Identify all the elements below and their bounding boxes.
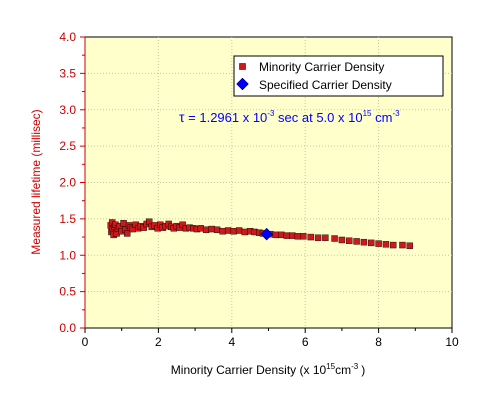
minority-density-point [124, 230, 131, 237]
x-tick-label: 8 [375, 335, 382, 349]
x-axis-title-suffix: ) [361, 363, 365, 377]
minority-density-point [360, 238, 368, 246]
annotation-text-2: sec at 5.0 x 10 [274, 110, 362, 125]
annotation-exp-2: 15 [363, 109, 372, 118]
minority-density-point [208, 225, 215, 233]
minority-density-point [346, 237, 353, 244]
y-tick-label: 1.5 [59, 212, 76, 226]
minority-density-point [322, 234, 329, 241]
y-tick-label: 4.0 [59, 30, 76, 44]
legend-square-marker [239, 63, 246, 70]
annotation-text-3: cm [372, 110, 393, 125]
minority-density-point [300, 233, 307, 240]
x-tick-label: 4 [228, 335, 235, 349]
minority-density-point [197, 225, 204, 232]
minority-density-point [213, 226, 221, 233]
legend-label-minority: Minority Carrier Density [259, 60, 384, 74]
minority-density-point [230, 228, 237, 235]
minority-density-point [331, 235, 338, 242]
x-tick-label: 10 [445, 335, 459, 349]
minority-density-point [283, 232, 291, 239]
x-tick-label: 0 [82, 335, 89, 349]
minority-density-point [307, 233, 314, 241]
x-tick-label: 6 [302, 335, 309, 349]
tau-symbol: τ [179, 109, 185, 125]
x-axis-title-unit-exponent: -3 [351, 362, 359, 371]
y-tick-label: 2.0 [59, 176, 76, 190]
minority-density-point [224, 227, 232, 234]
y-tick-label: 0.5 [59, 285, 76, 299]
y-tick-label: 0.0 [59, 321, 76, 335]
minority-density-point [202, 226, 210, 233]
minority-density-point [241, 228, 248, 236]
minority-density-point [219, 228, 226, 235]
data-markers [107, 218, 413, 249]
minority-density-point [406, 242, 413, 249]
minority-density-point [120, 220, 127, 227]
y-tick-label: 3.0 [59, 103, 76, 117]
minority-density-point [289, 232, 296, 239]
annotation-text-1: = 1.2961 x 10 [185, 110, 268, 125]
minority-density-point [314, 234, 322, 241]
minority-density-point [353, 238, 360, 245]
minority-density-point [368, 239, 375, 247]
x-axis-title-unit: cm [335, 363, 351, 377]
y-tick-label: 3.5 [59, 66, 76, 80]
minority-density-point [375, 240, 382, 247]
y-axis: 0.0 0.5 1.0 1.5 2.0 2.5 3.0 3.5 4.0 [59, 30, 86, 335]
x-axis-title-exponent: 15 [326, 362, 335, 371]
legend-label-specified: Specified Carrier Density [259, 78, 392, 92]
minority-density-point [399, 241, 406, 249]
annotation-exp-1: -3 [267, 109, 275, 118]
x-axis: 0 2 4 6 8 10 [82, 328, 459, 349]
y-axis-title: Measured lifetime (millisec) [29, 109, 43, 254]
minority-density-point [179, 221, 186, 228]
legend-box [233, 55, 444, 97]
legend: Minority Carrier Density Specified Carri… [233, 55, 444, 97]
minority-density-point [272, 231, 280, 239]
minority-density-point [294, 233, 302, 240]
minority-density-point [382, 241, 390, 248]
annotation-exp-3: -3 [392, 109, 400, 118]
x-axis-title-prefix: Minority Carrier Density (x 10 [171, 363, 327, 377]
specified-density-point [260, 227, 274, 241]
minority-density-point [390, 241, 397, 249]
x-axis-title: Minority Carrier Density (x 1015cm-3) [171, 362, 365, 377]
x-tick-label: 2 [155, 335, 162, 349]
minority-density-point [235, 227, 243, 234]
minority-density-point [338, 236, 346, 244]
y-tick-label: 1.0 [59, 248, 76, 262]
minority-density-point [278, 231, 285, 239]
legend-diamond-marker [236, 77, 249, 91]
lifetime-annotation: τ = 1.2961 x 10-3 sec at 5.0 x 1015 cm-3 [179, 109, 400, 125]
y-tick-label: 2.5 [59, 139, 76, 153]
